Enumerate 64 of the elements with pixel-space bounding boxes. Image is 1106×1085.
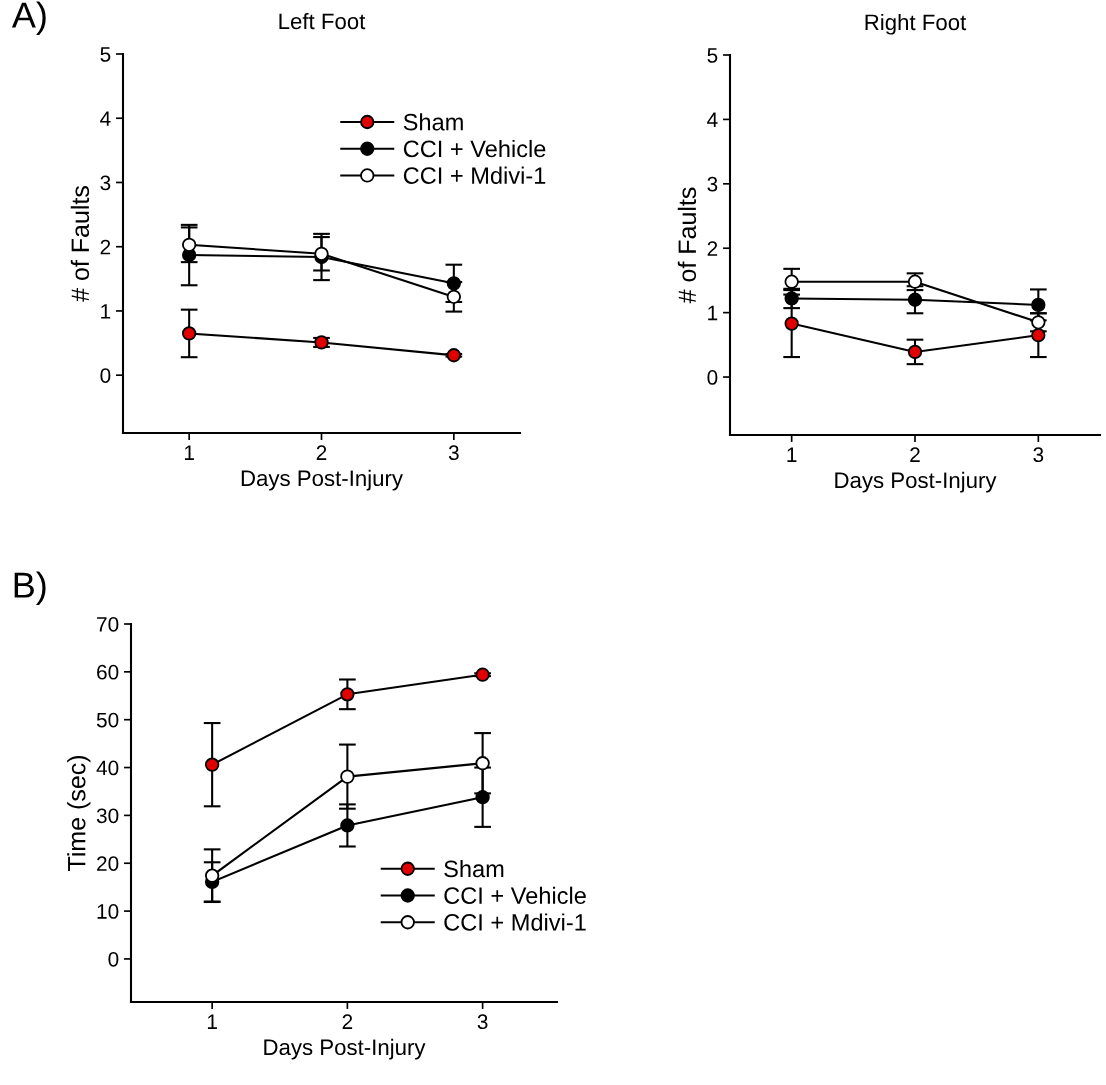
point — [182, 237, 197, 252]
y-tick-label: 5 — [707, 48, 718, 63]
x-tick-label: 2 — [342, 1014, 353, 1029]
x-axis-title: Days Post-Injury — [835, 471, 997, 493]
point — [907, 344, 923, 360]
y-tick-label: 10 — [97, 904, 119, 919]
y-tick-label: 0 — [707, 370, 718, 385]
chart-title: Left Foot — [279, 12, 366, 30]
point — [475, 667, 490, 682]
x-tick-label: 3 — [1033, 447, 1044, 463]
point — [1031, 297, 1046, 313]
legend-label: Sham — [403, 113, 463, 131]
x-axis-title: Days Post-Injury — [264, 1038, 426, 1060]
y-tick-label: 5 — [100, 47, 111, 62]
point — [475, 756, 490, 771]
point — [340, 818, 355, 833]
point — [446, 276, 461, 291]
x-axis-title: Days Post-Injury — [241, 469, 403, 491]
point — [340, 687, 355, 702]
point — [182, 326, 197, 341]
legend-label: CCI + Vehicle — [403, 139, 546, 158]
point — [204, 868, 220, 883]
y-tick-label: 0 — [108, 951, 119, 967]
point — [446, 289, 461, 304]
y-tick-label: 4 — [707, 112, 718, 127]
point — [475, 790, 490, 805]
y-tick-label: 30 — [96, 808, 119, 824]
y-tick-label: 60 — [97, 664, 119, 680]
y-axis-title: # of Faults — [70, 186, 90, 302]
legend-label: Sham — [444, 859, 504, 878]
y-tick-label: 2 — [100, 239, 111, 255]
legend-label: CCI + Mdivi-1 — [403, 166, 546, 184]
legend-label: CCI + Mdivi-1 — [444, 913, 586, 931]
y-tick-label: 3 — [707, 176, 718, 192]
point — [1031, 328, 1046, 343]
y-tick-label: 40 — [96, 760, 119, 776]
y-tick-label: 1 — [101, 304, 111, 319]
point — [314, 246, 329, 261]
x-tick-label: 1 — [184, 445, 194, 460]
point — [784, 274, 799, 289]
point — [340, 769, 355, 784]
y-tick-label: 70 — [97, 617, 119, 632]
x-tick-label: 1 — [207, 1014, 217, 1029]
y-tick-label: 2 — [707, 241, 718, 256]
text: A) — [11, 1, 46, 36]
point — [204, 757, 220, 772]
x-tick-label: 3 — [477, 1014, 488, 1030]
y-tick-label: 3 — [100, 175, 111, 191]
y-axis-title: # of Faults — [677, 187, 697, 304]
y-tick-label: 50 — [96, 712, 119, 728]
x-tick-label: 1 — [787, 447, 797, 462]
legend-label: CCI + Vehicle — [444, 886, 586, 904]
text: B) — [14, 571, 46, 606]
y-tick-label: 20 — [97, 856, 119, 871]
y-tick-label: 4 — [100, 111, 111, 126]
y-tick-label: 1 — [708, 305, 718, 321]
x-tick-label: 2 — [316, 445, 327, 460]
y-tick-label: 0 — [100, 368, 111, 383]
x-tick-label: 2 — [910, 447, 920, 462]
x-tick-label: 3 — [448, 445, 459, 461]
point — [446, 348, 461, 363]
point — [784, 316, 799, 331]
y-axis-title: Time (sec) — [67, 755, 91, 871]
chart-title: Right Foot — [865, 13, 967, 35]
